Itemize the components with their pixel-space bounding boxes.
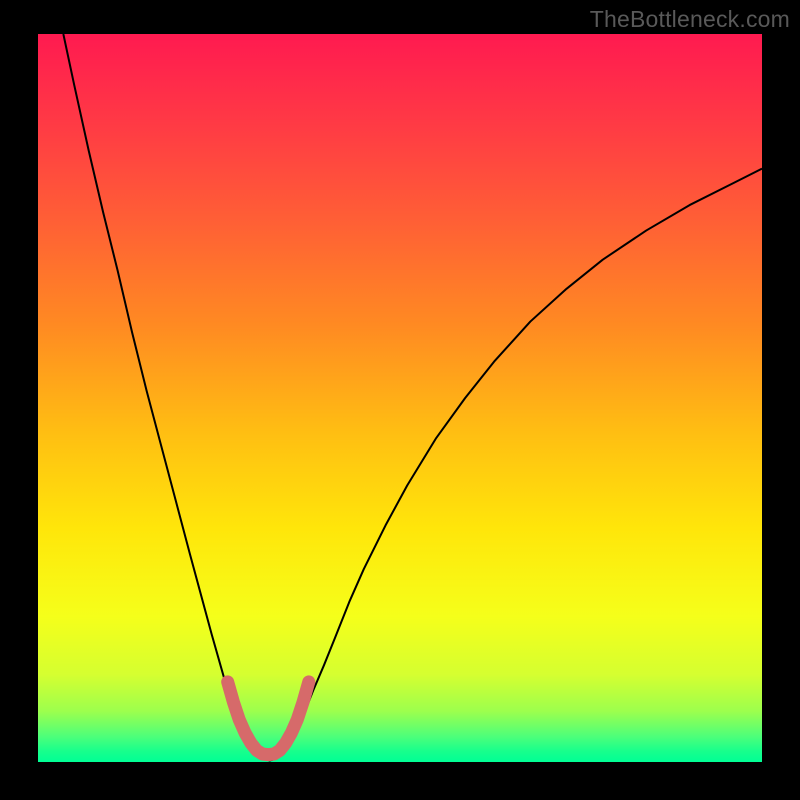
- plot-area: [38, 34, 762, 762]
- plot-svg: [38, 34, 762, 762]
- chart-frame: TheBottleneck.com: [0, 0, 800, 800]
- gradient-background: [38, 34, 762, 762]
- watermark-text: TheBottleneck.com: [590, 6, 790, 33]
